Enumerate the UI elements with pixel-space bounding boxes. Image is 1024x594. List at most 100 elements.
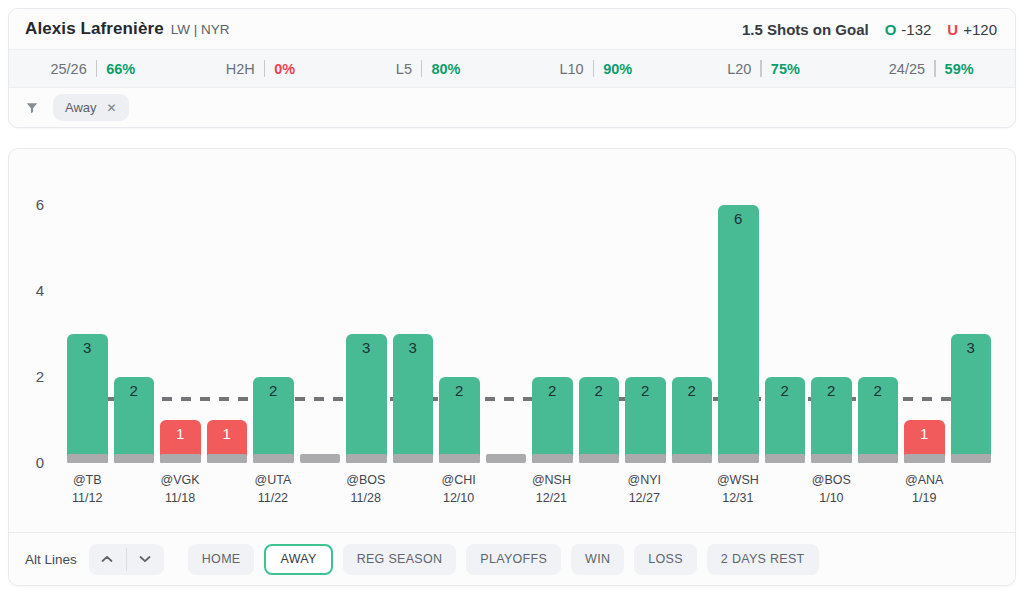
chart-bar-game-2[interactable]: 2 — [114, 377, 155, 463]
chart-bar--bos-11-28[interactable]: 3 — [346, 334, 387, 463]
chart-bar--vgk-11-18[interactable]: 1 — [160, 420, 201, 463]
bar-slot: 3 — [393, 205, 434, 463]
bar-value-label: 2 — [579, 382, 620, 399]
stat-l20[interactable]: L2075% — [680, 50, 848, 87]
toolbar-button-playoffs[interactable]: PLAYOFFS — [466, 544, 561, 575]
bar-slot: 2 — [765, 205, 806, 463]
stat-h2h[interactable]: H2H0% — [177, 50, 345, 87]
chevron-down-icon — [139, 555, 151, 563]
bar-value-label: 2 — [439, 382, 480, 399]
player-identity: Alexis LafrenièreLW | NYR — [25, 19, 229, 39]
x-label-empty — [392, 471, 432, 507]
bar-value-label: 2 — [765, 382, 806, 399]
chip-close-icon[interactable]: ✕ — [107, 101, 117, 115]
bar-value-label: 2 — [672, 382, 713, 399]
bar-baseline — [532, 454, 573, 463]
chart-bar--nyi-12-27[interactable]: 2 — [625, 377, 666, 463]
chart-bar-game-18[interactable]: 2 — [858, 377, 899, 463]
bar-baseline — [625, 454, 666, 463]
stat-25-26[interactable]: 25/2666% — [9, 50, 177, 87]
shots-chart-card: 0246321123322222622213 @TB11/12@VGK11/18… — [8, 148, 1016, 586]
bar-slot: 2 — [672, 205, 713, 463]
prop-label: 1.5 Shots on Goal — [742, 21, 869, 38]
stat-label: L20 — [727, 61, 751, 77]
alt-line-down-button[interactable] — [127, 544, 164, 575]
bar-baseline — [858, 454, 899, 463]
bar-baseline — [718, 454, 759, 463]
toolbar-button-2-days-rest[interactable]: 2 DAYS REST — [707, 544, 819, 575]
under-odds-value: +120 — [963, 21, 997, 38]
x-label-empty — [578, 471, 618, 507]
bar-slot: 2 — [253, 205, 294, 463]
bar-slot: 3 — [67, 205, 108, 463]
bar-value-label: 1 — [160, 425, 201, 442]
x-label--tb-11-12: @TB11/12 — [67, 471, 107, 507]
x-label-empty — [299, 471, 339, 507]
alt-line-up-button[interactable] — [89, 544, 126, 575]
toolbar-button-home[interactable]: HOME — [188, 544, 255, 575]
stat-divider — [593, 60, 595, 77]
bar-value-label: 3 — [393, 339, 434, 356]
x-label--nyi-12-27: @NYI12/27 — [624, 471, 664, 507]
chart-bar--bos-1-10[interactable]: 2 — [811, 377, 852, 463]
bar-slot: 3 — [346, 205, 387, 463]
player-prop-card: Alexis LafrenièreLW | NYR 1.5 Shots on G… — [8, 8, 1016, 128]
chart-bar--ana-1-19[interactable]: 1 — [904, 420, 945, 463]
stat-value: 66% — [106, 61, 135, 77]
bar-baseline — [346, 454, 387, 463]
chart-bar--wsh-12-31[interactable]: 6 — [718, 205, 759, 463]
page: Alexis LafrenièreLW | NYR 1.5 Shots on G… — [0, 0, 1024, 594]
under-odds[interactable]: U +120 — [947, 21, 997, 38]
stat-24-25[interactable]: 24/2559% — [847, 50, 1015, 87]
bar-baseline — [579, 454, 620, 463]
chart-bar-game-6[interactable] — [300, 454, 341, 463]
chart-bar-game-4[interactable]: 1 — [207, 420, 248, 463]
bar-value-label: 1 — [904, 425, 945, 442]
prop-odds-group: 1.5 Shots on Goal O -132 U +120 — [742, 21, 997, 38]
bar-slot: 2 — [858, 205, 899, 463]
over-odds[interactable]: O -132 — [885, 21, 932, 38]
bars-container: 321123322222622213 — [67, 205, 991, 463]
bar-value-label: 1 — [207, 425, 248, 442]
hit-rate-stats-row: 25/2666%H2H0%L580%L1090%L2075%24/2559% — [9, 50, 1015, 87]
bar-value-label: 3 — [67, 339, 108, 356]
chart-bar-game-16[interactable]: 2 — [765, 377, 806, 463]
stat-l10[interactable]: L1090% — [512, 50, 680, 87]
bar-slot: 6 — [718, 205, 759, 463]
bar-slot — [486, 205, 527, 463]
over-icon: O — [885, 21, 897, 38]
toolbar-button-win[interactable]: WIN — [571, 544, 624, 575]
bar-baseline — [67, 454, 108, 463]
chart-bar-game-20[interactable]: 3 — [951, 334, 992, 463]
chart-bar-game-12[interactable]: 2 — [579, 377, 620, 463]
bar-value-label: 2 — [625, 382, 666, 399]
chart-bar-game-8[interactable]: 3 — [393, 334, 434, 463]
player-name: Alexis Lafrenière — [25, 19, 164, 38]
filter-chip-label: Away — [65, 100, 97, 115]
toolbar-button-loss[interactable]: LOSS — [634, 544, 697, 575]
bar-baseline — [393, 454, 434, 463]
bar-slot: 1 — [904, 205, 945, 463]
bar-value-label: 3 — [346, 339, 387, 356]
bar-value-label: 3 — [951, 339, 992, 356]
bar-slot: 2 — [625, 205, 666, 463]
filter-chip-away[interactable]: Away ✕ — [53, 94, 129, 121]
toolbar-button-away[interactable]: AWAY — [264, 544, 332, 575]
chart-bar-game-14[interactable]: 2 — [672, 377, 713, 463]
bar-baseline — [114, 454, 155, 463]
prop-header: Alexis LafrenièreLW | NYR 1.5 Shots on G… — [9, 9, 1015, 49]
bar-baseline — [765, 454, 806, 463]
toolbar-button-reg-season[interactable]: REG SEASON — [343, 544, 457, 575]
stat-value: 80% — [431, 61, 460, 77]
x-label--bos-11-28: @BOS11/28 — [346, 471, 386, 507]
stat-l5[interactable]: L580% — [344, 50, 512, 87]
x-label-empty — [485, 471, 525, 507]
chart-bar--nsh-12-21[interactable]: 2 — [532, 377, 573, 463]
y-axis-tick-6: 6 — [25, 196, 55, 214]
chart-bar--uta-11-22[interactable]: 2 — [253, 377, 294, 463]
x-label--chi-12-10: @CHI12/10 — [438, 471, 478, 507]
chart-bar--tb-11-12[interactable]: 3 — [67, 334, 108, 463]
bar-value-label: 2 — [253, 382, 294, 399]
chart-bar--chi-12-10[interactable]: 2 — [439, 377, 480, 463]
chart-bar-game-10[interactable] — [486, 454, 527, 463]
